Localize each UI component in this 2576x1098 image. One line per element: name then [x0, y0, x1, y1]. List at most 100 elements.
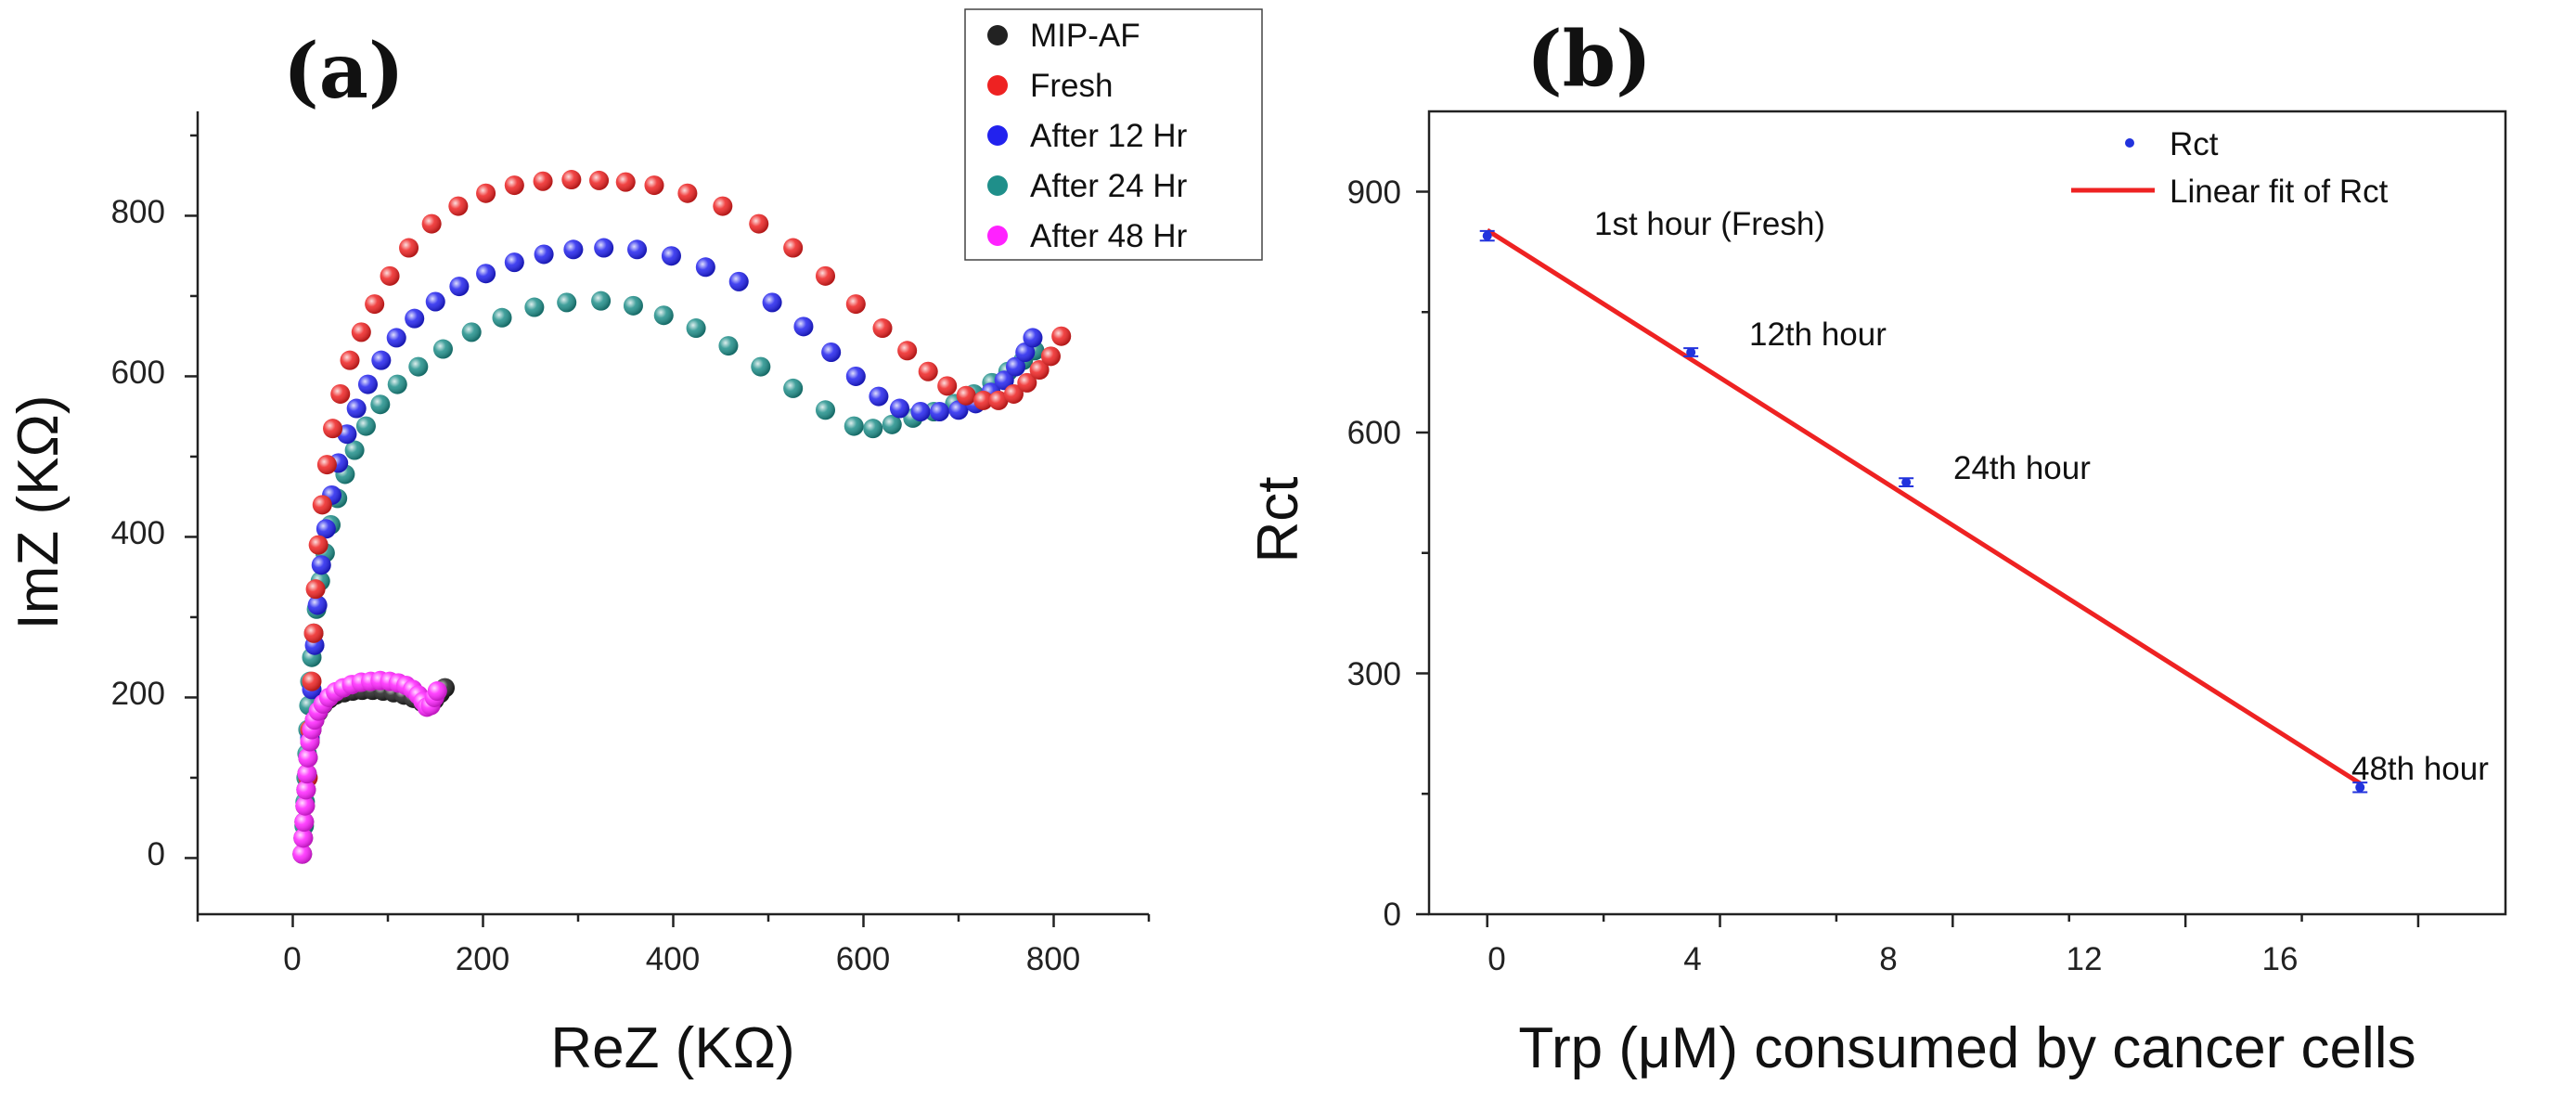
point-fresh-highlight	[918, 361, 938, 381]
point-after-24-hr-highlight	[863, 419, 883, 439]
point-after-12-hr-highlight	[311, 555, 331, 575]
panel-a-x-tick-label: 0	[283, 941, 301, 977]
point-after-48-hr-highlight	[296, 780, 316, 800]
point-after-12-hr-highlight	[504, 252, 524, 273]
point-after-24-hr-highlight	[882, 414, 902, 434]
point-after-12-hr-highlight	[476, 264, 496, 284]
panel-a-x-ticks	[196, 914, 1151, 927]
point-after-12-hr-highlight	[762, 292, 782, 313]
point-after-24-hr-highlight	[432, 339, 453, 359]
legend-label-after-48: After 48 Hr	[1030, 218, 1188, 254]
panel-b-legend: Rct Linear fit of Rct	[2071, 126, 2389, 210]
panel-a-x-tick-label: 400	[646, 941, 700, 977]
point-after-12-hr-highlight	[371, 350, 392, 370]
legend-item-after-12: After 12 Hr	[987, 118, 1188, 154]
panel-a-y-tick-labels: 0 200 400 600 800	[111, 194, 165, 872]
panel-b-y-tick-label: 300	[1347, 656, 1401, 692]
point-fresh-highlight	[1003, 383, 1024, 404]
legend-label-rct: Rct	[2170, 126, 2219, 162]
point-after-12-hr-highlight	[1006, 356, 1025, 377]
panel-b-x-axis-label: Trp (μM) consumed by cancer cells	[1518, 1016, 2415, 1080]
panel-a-y-ticks	[185, 134, 198, 859]
panel-a-x-tick-label: 200	[456, 941, 509, 977]
legend-marker-after-24	[987, 175, 1008, 196]
point-after-12-hr-highlight	[821, 342, 842, 362]
panel-a: (a) 0 200 400 600 800 0 200 400 600 800 …	[6, 8, 1263, 1080]
point-after-24-hr-highlight	[751, 356, 771, 377]
point-after-24-hr-highlight	[783, 378, 804, 398]
panel-b-y-tick-labels: 0 300 600 900	[1347, 174, 1401, 933]
panel-a-x-tick-labels: 0 200 400 600 800	[283, 941, 1080, 977]
point-after-48-hr-highlight	[292, 844, 313, 864]
legend-label-mip-af: MIP-AF	[1030, 18, 1140, 54]
point-fresh-highlight	[330, 383, 351, 404]
panel-a-x-axis-label: ReZ (KΩ)	[550, 1016, 794, 1080]
legend-item-after-48: After 48 Hr	[987, 218, 1188, 254]
point-fresh-highlight	[713, 196, 733, 216]
point-fresh-highlight	[421, 213, 442, 234]
point-after-48-hr-highlight	[297, 764, 317, 784]
legend-marker-fresh	[987, 75, 1008, 96]
point-fresh-highlight	[380, 265, 400, 286]
point-fresh-highlight	[589, 170, 610, 190]
legend-label-fresh: Fresh	[1030, 68, 1113, 104]
panel-a-x-tick-label: 800	[1026, 941, 1080, 977]
point-after-24-hr-highlight	[492, 307, 512, 328]
point-fresh-highlight	[340, 350, 360, 370]
point-after-48-hr-highlight	[293, 828, 314, 848]
legend-label-after-24: After 24 Hr	[1030, 168, 1188, 204]
panel-b-y-tick-label: 0	[1384, 897, 1401, 933]
panel-a-data-points	[292, 170, 1072, 864]
point-fresh-highlight	[308, 535, 328, 555]
point-after-12-hr-highlight	[695, 257, 715, 278]
legend-label-linear-fit: Linear fit of Rct	[2170, 174, 2389, 210]
point-fresh-highlight	[533, 171, 553, 191]
panel-a-y-axis-label: ImZ (KΩ)	[6, 395, 71, 630]
point-rct	[1901, 477, 1912, 487]
point-fresh-highlight	[1040, 346, 1061, 367]
point-after-12-hr-highlight	[346, 398, 367, 419]
point-after-12-hr-highlight	[449, 277, 470, 297]
legend-marker-rct	[2125, 138, 2134, 148]
point-after-12-hr-highlight	[386, 328, 406, 348]
point-after-48-hr-highlight	[298, 747, 318, 768]
point-fresh-highlight	[973, 390, 994, 410]
point-after-12-hr-highlight	[948, 400, 969, 420]
point-after-24-hr-highlight	[718, 336, 739, 356]
point-fresh-highlight	[783, 238, 804, 258]
panel-b-y-tick-label: 600	[1347, 415, 1401, 451]
panel-a-x-tick-label: 600	[836, 941, 890, 977]
point-fresh-highlight	[351, 322, 371, 342]
point-after-24-hr-highlight	[686, 318, 706, 339]
point-fresh-highlight	[303, 623, 324, 643]
panel-a-y-tick-label: 800	[111, 194, 165, 230]
point-after-12-hr-highlight	[728, 271, 749, 291]
point-fresh-highlight	[1017, 372, 1037, 393]
panel-b-x-ticks	[1486, 914, 2420, 927]
point-fresh-highlight	[561, 170, 582, 190]
panel-b: (b) 0 4 8 12 16 0 300 600 900 Trp (μM) c…	[1246, 15, 2507, 1080]
point-fresh-highlight	[448, 196, 469, 216]
panel-a-y-tick-label: 0	[148, 836, 165, 872]
point-after-48-hr-highlight	[427, 681, 447, 702]
panel-b-y-ticks	[1416, 190, 1429, 916]
point-fresh-highlight	[1029, 360, 1050, 381]
point-fresh-highlight	[1051, 326, 1072, 346]
annotation-1st-hour: 1st hour (Fresh)	[1594, 206, 1825, 242]
panel-b-x-tick-label: 16	[2262, 941, 2299, 977]
point-after-12-hr-highlight	[425, 291, 445, 312]
point-after-24-hr-highlight	[355, 416, 376, 436]
point-after-12-hr-highlight	[357, 374, 378, 394]
point-fresh-highlight	[988, 390, 1009, 410]
panel-b-x-tick-label: 12	[2067, 941, 2103, 977]
panel-b-frame	[1427, 110, 2507, 916]
panel-a-label: (a)	[283, 27, 405, 116]
point-fresh-highlight	[316, 455, 337, 475]
annotation-12th-hour: 12th hour	[1749, 316, 1887, 353]
panel-b-y-axis-label: Rct	[1246, 477, 1310, 563]
legend-item-after-24: After 24 Hr	[987, 168, 1188, 204]
point-fresh-highlight	[323, 419, 343, 439]
panel-b-x-tick-label: 8	[1879, 941, 1897, 977]
panel-b-x-tick-labels: 0 4 8 12 16	[1488, 941, 2298, 977]
